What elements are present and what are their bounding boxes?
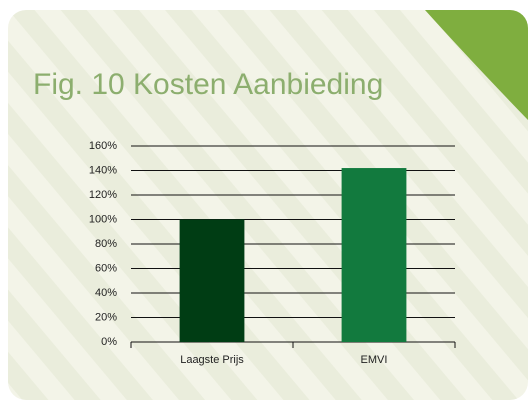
x-tick-label: Laagste Prijs [180,354,244,366]
chart-title: Fig. 10 Kosten Aanbieding [33,68,383,101]
y-tick-label: 80% [95,238,117,250]
y-tick-label: 60% [95,262,117,274]
background [8,10,528,400]
y-tick-label: 0% [101,336,117,348]
x-tick-label: EMVI [361,354,388,366]
y-tick-label: 100% [89,213,117,225]
y-tick-label: 120% [89,189,117,201]
y-tick-label: 140% [89,164,117,176]
y-tick-label: 20% [95,311,117,323]
corner-decoration [425,10,528,120]
bar [341,168,407,342]
bar [179,219,245,342]
y-tick-label: 160% [89,140,117,152]
y-tick-label: 40% [95,287,117,299]
